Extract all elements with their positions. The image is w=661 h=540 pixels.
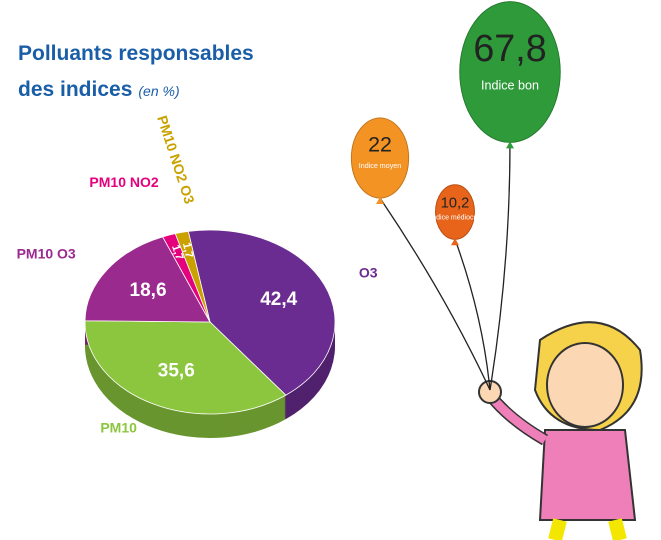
title: Polluants responsables des indices [18, 42, 254, 101]
balloon-knot [506, 141, 514, 149]
balloon [435, 184, 475, 240]
category-label: O3 [359, 265, 378, 281]
string [454, 239, 491, 391]
category-label: PM10 [100, 420, 137, 436]
balloon-knot [376, 197, 384, 205]
value-label: 10,2 [441, 196, 469, 212]
balloon-label: Indice bon [481, 78, 539, 92]
balloon [459, 1, 561, 143]
value-label: 35,6 [158, 360, 195, 381]
balloon [350, 117, 410, 199]
girl [478, 321, 643, 540]
string [379, 197, 491, 391]
slice [84, 236, 211, 323]
value-label: 67,8 [473, 27, 546, 69]
slice [84, 320, 287, 415]
value-label: 42,4 [260, 289, 297, 310]
balloon-label: Indice moyen [359, 162, 401, 170]
value-label: 1,7 [169, 243, 185, 261]
slice [174, 230, 211, 323]
category-label: PM10 NO2 [89, 174, 158, 190]
value-label: 18,6 [130, 280, 167, 301]
balloon-label: Indice médiocre [430, 214, 480, 221]
heading: Polluants responsables des indices (en %) [18, 36, 268, 109]
balloon-knot [451, 238, 459, 246]
category-label: PM10 O3 [17, 245, 76, 261]
value-label: 1,7 [180, 241, 195, 259]
subtitle: (en %) [138, 83, 180, 99]
category-label: PM10 NO2 O3 [154, 113, 198, 205]
value-label: 22 [368, 133, 392, 157]
string [489, 142, 511, 391]
slice [187, 229, 336, 396]
